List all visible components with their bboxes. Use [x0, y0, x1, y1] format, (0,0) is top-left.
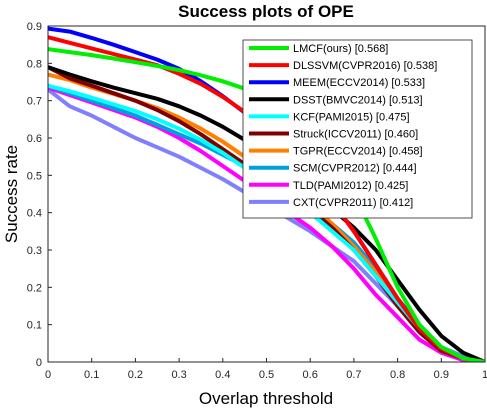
chart-title: Success plots of OPE [178, 2, 354, 21]
legend-label-3: DSST(BMVC2014) [0.513] [293, 94, 423, 106]
legend-box [242, 39, 473, 219]
legend-label-7: SCM(CVPR2012) [0.444] [293, 163, 417, 175]
x-tick-label: 1 [482, 369, 487, 381]
x-axis: 0 0.1 0.2 0.3 0.4 0.5 0.6 0.7 0.8 0.9 1 [45, 358, 487, 381]
y-tick-label: 0.7 [27, 96, 42, 108]
x-tick-label: 0.9 [434, 369, 449, 381]
y-tick-label: 0.1 [27, 320, 42, 332]
x-tick-label: 0.8 [390, 369, 405, 381]
legend-label-9: CXT(CVPR2011) [0.412] [293, 197, 413, 209]
x-axis-label: Overlap threshold [199, 389, 333, 408]
y-tick-label: 0.9 [27, 21, 42, 33]
legend: LMCF(ours) [0.568] DLSSVM(CVPR2016) [0.53… [242, 39, 473, 219]
legend-label-4: KCF(PAMI2015) [0.475] [293, 111, 410, 123]
legend-label-1: DLSSVM(CVPR2016) [0.538] [293, 60, 437, 72]
y-tick-label: 0.2 [27, 282, 42, 294]
y-axis-label: Success rate [2, 145, 21, 243]
y-tick-label: 0.6 [27, 133, 42, 145]
legend-label-6: TGPR(ECCV2014) [0.458] [293, 146, 423, 158]
legend-label-2: MEEM(ECCV2014) [0.533] [293, 77, 425, 89]
y-tick-label: 0 [36, 357, 42, 369]
x-tick-label: 0.2 [128, 369, 143, 381]
x-tick-label: 0.3 [171, 369, 186, 381]
x-tick-label: 0.1 [84, 369, 99, 381]
x-tick-label: 0.6 [303, 369, 318, 381]
x-tick-label: 0.4 [215, 369, 230, 381]
y-tick-label: 0.8 [27, 58, 42, 70]
y-tick-label: 0.4 [27, 208, 42, 220]
legend-label-5: Struck(ICCV2011) [0.460] [293, 129, 418, 141]
y-tick-label: 0.3 [27, 245, 42, 257]
y-tick-label: 0.5 [27, 170, 42, 182]
legend-label-8: TLD(PAMI2012) [0.425] [293, 180, 408, 192]
y-axis: 0 0.1 0.2 0.3 0.4 0.5 0.6 0.7 0.8 0.9 [27, 21, 52, 369]
x-tick-label: 0.5 [259, 369, 274, 381]
legend-label-0: LMCF(ours) [0.568] [293, 43, 388, 55]
x-tick-label: 0.7 [346, 369, 361, 381]
x-tick-label: 0 [45, 369, 51, 381]
